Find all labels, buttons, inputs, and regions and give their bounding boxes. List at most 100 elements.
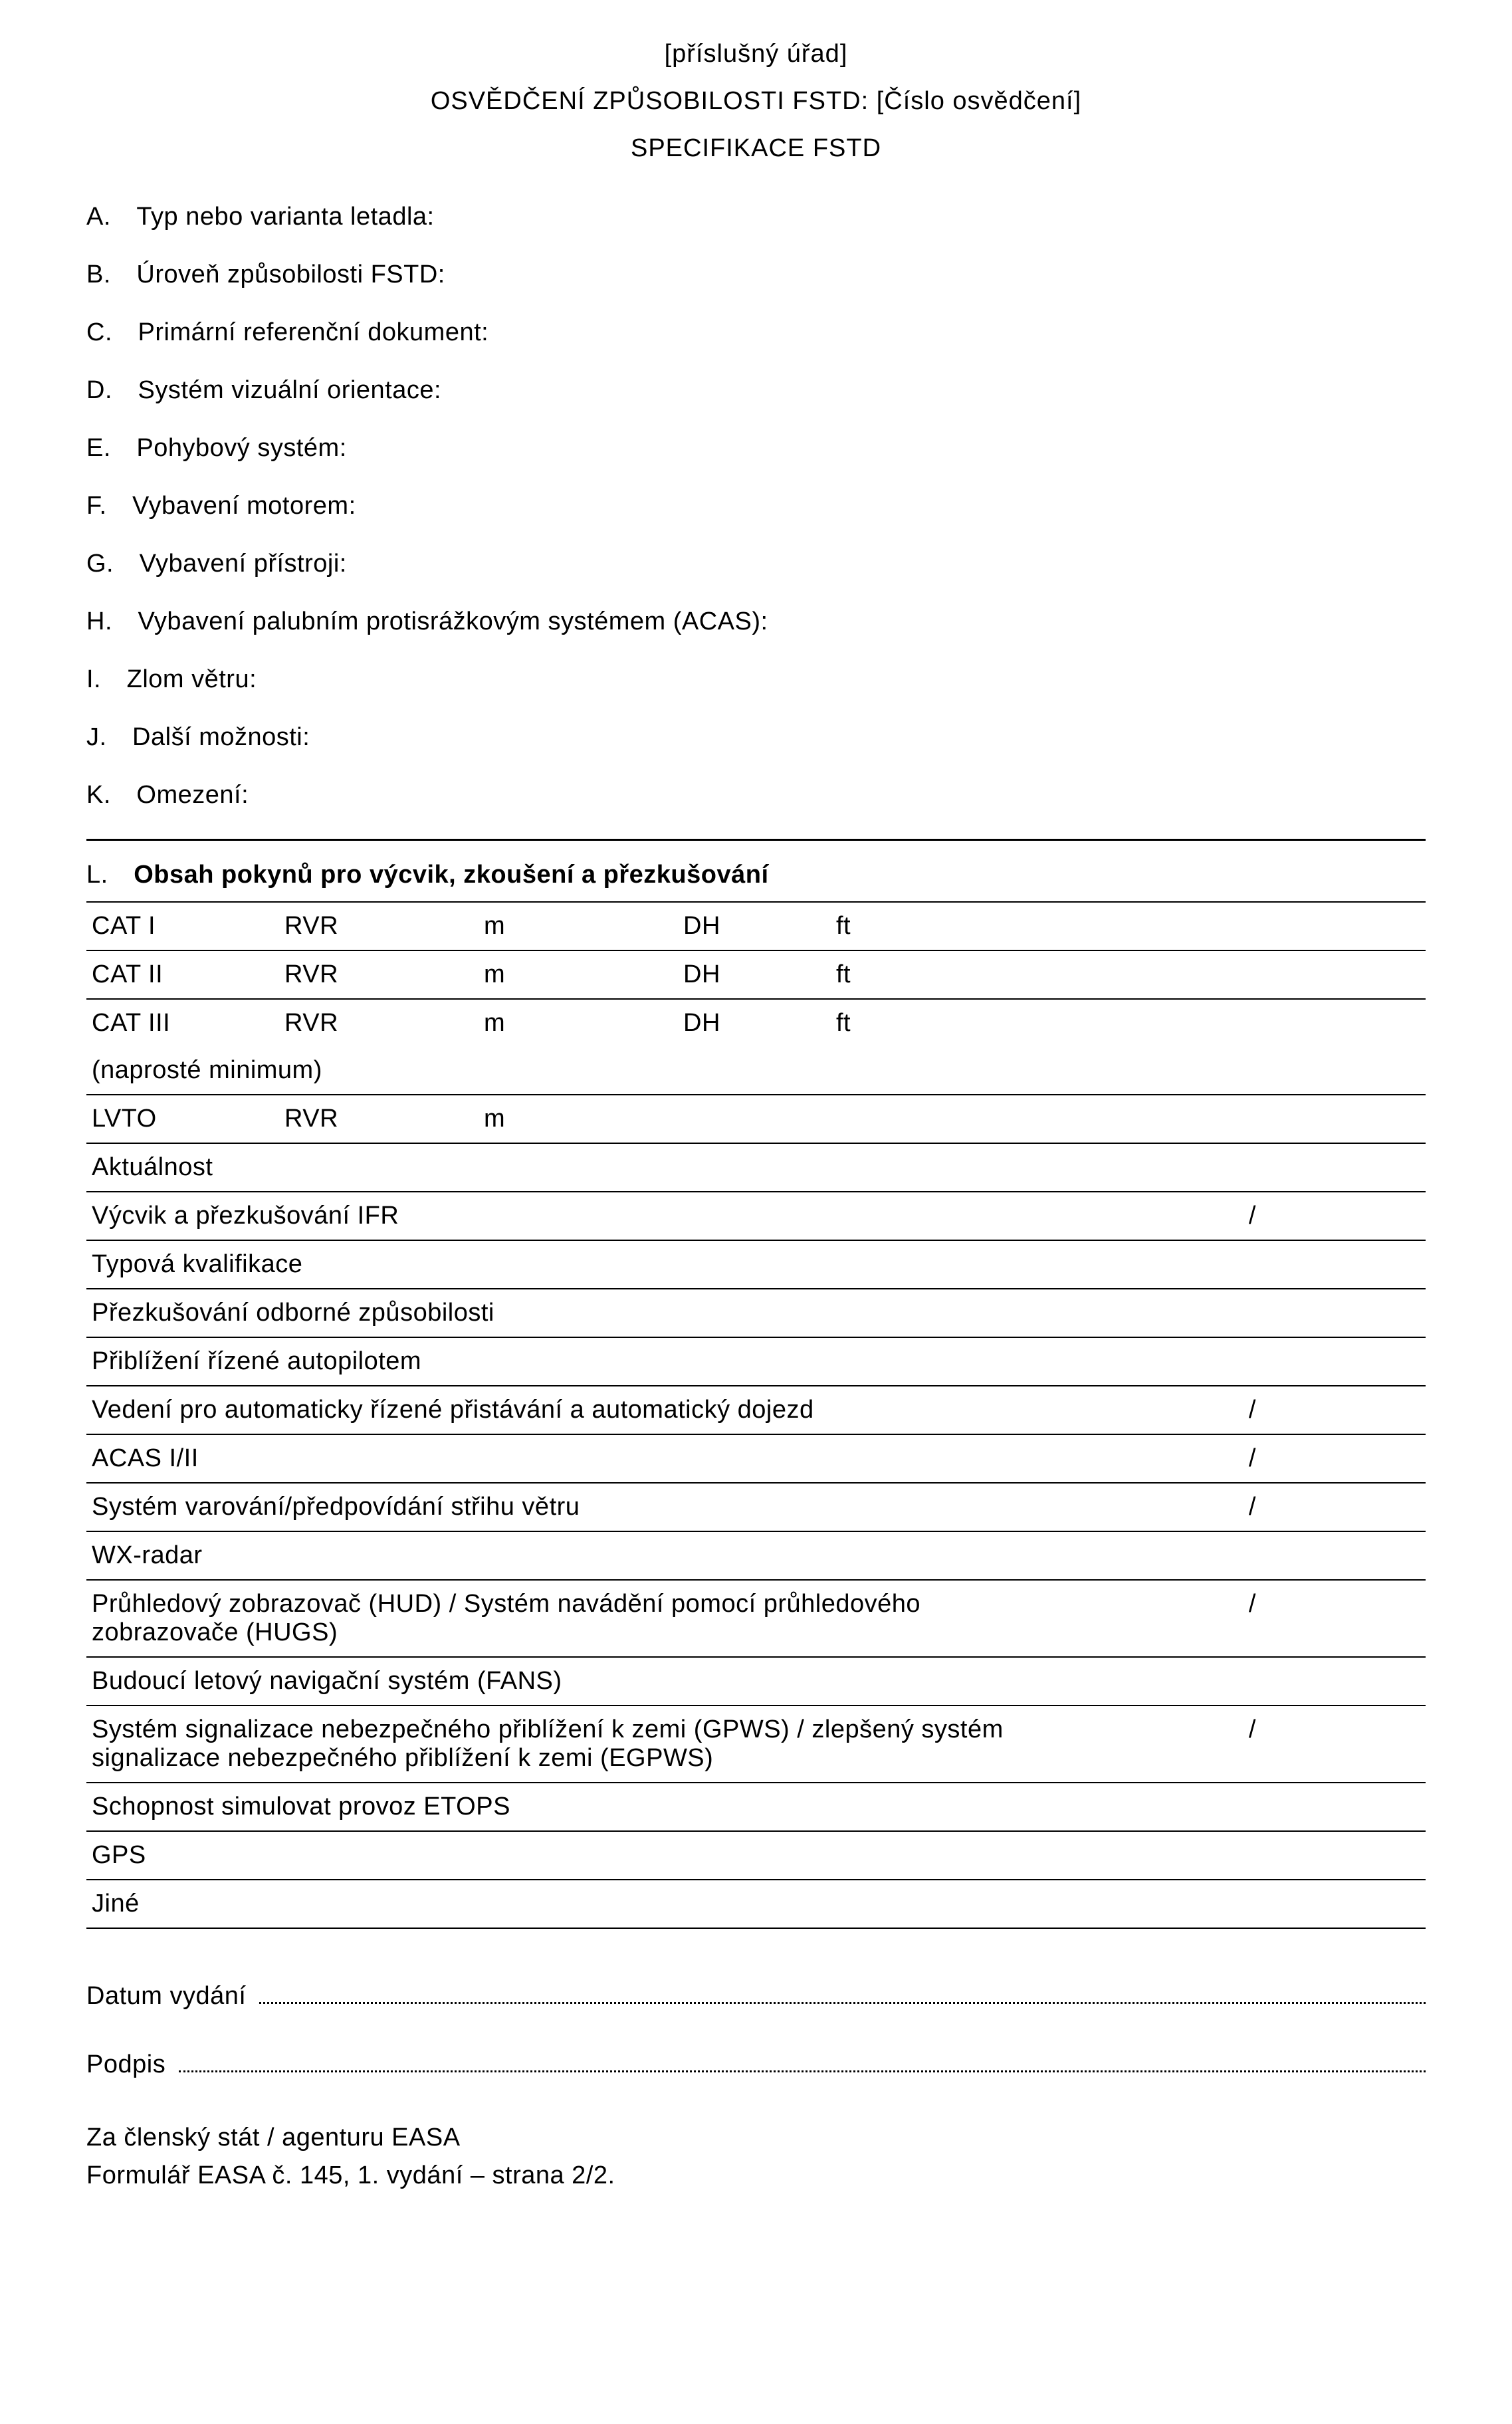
table-row: CAT II RVR m DH ft: [86, 950, 1426, 999]
cell-blank: [831, 1095, 1070, 1143]
cell-blank: [678, 1095, 831, 1143]
table-row: Vedení pro automaticky řízené přistávání…: [86, 1386, 1426, 1434]
desc-table: AktuálnostVýcvik a přezkušování IFR/Typo…: [86, 1143, 1426, 1929]
item-g: G. Vybavení přístroji:: [86, 550, 1426, 578]
cell-slash: [1079, 1831, 1426, 1880]
cell-blank: [1070, 999, 1426, 1047]
table-row: Typová kvalifikace: [86, 1240, 1426, 1289]
item-b: B. Úroveň způsobilosti FSTD:: [86, 261, 1426, 289]
cell-m: m: [479, 999, 678, 1047]
cell-desc: Typová kvalifikace: [86, 1240, 1079, 1289]
cell-label: LVTO: [86, 1095, 279, 1143]
table-row: WX-radar: [86, 1531, 1426, 1580]
cell-desc: Přezkušování odborné způsobilosti: [86, 1289, 1079, 1337]
cell-rvr: RVR: [279, 999, 479, 1047]
table-row: CAT III RVR m DH ft: [86, 999, 1426, 1047]
item-k: K. Omezení:: [86, 781, 1426, 810]
item-e: E. Pohybový systém:: [86, 434, 1426, 463]
cell-desc: Budoucí letový navigační systém (FANS): [86, 1657, 1079, 1706]
cell-m: m: [479, 1095, 678, 1143]
footer-line-2: Formulář EASA č. 145, 1. vydání – strana…: [86, 2157, 1426, 2195]
cell-desc: Systém varování/předpovídání střihu větr…: [86, 1483, 1079, 1531]
cell-desc: ACAS I/II: [86, 1434, 1079, 1483]
cell-desc: Aktuálnost: [86, 1143, 1079, 1192]
table-row: Přiblížení řízené autopilotem: [86, 1337, 1426, 1386]
table-row: Jiné: [86, 1880, 1426, 1928]
cell-rvr: RVR: [279, 950, 479, 999]
cell-slash: /: [1079, 1580, 1426, 1657]
dotted-line: [179, 2052, 1426, 2072]
cell-blank: [1070, 902, 1426, 950]
table-row: Průhledový zobrazovač (HUD) / Systém nav…: [86, 1580, 1426, 1657]
cell-desc: Výcvik a přezkušování IFR: [86, 1192, 1079, 1240]
item-c: C. Primární referenční dokument:: [86, 318, 1426, 347]
cell-dh: DH: [678, 999, 831, 1047]
cell-slash: [1079, 1531, 1426, 1580]
cell-slash: /: [1079, 1483, 1426, 1531]
minimum-note: (naprosté minimum): [86, 1047, 1426, 1095]
table-row-note: (naprosté minimum): [86, 1047, 1426, 1095]
table-row: LVTO RVR m: [86, 1095, 1426, 1143]
divider: [86, 839, 1426, 841]
table-row: Aktuálnost: [86, 1143, 1426, 1192]
cell-desc: Systém signalizace nebezpečného přiblíže…: [86, 1706, 1079, 1783]
cell-label: CAT II: [86, 950, 279, 999]
cat-table: CAT I RVR m DH ft CAT II RVR m DH ft CAT…: [86, 901, 1426, 1144]
table-row: CAT I RVR m DH ft: [86, 902, 1426, 950]
table-row: Schopnost simulovat provoz ETOPS: [86, 1783, 1426, 1831]
dotted-line: [259, 1984, 1426, 2004]
cell-rvr: RVR: [279, 1095, 479, 1143]
table-row: Systém varování/předpovídání střihu větr…: [86, 1483, 1426, 1531]
cell-slash: [1079, 1289, 1426, 1337]
cell-dh: DH: [678, 950, 831, 999]
cell-desc: Jiné: [86, 1880, 1079, 1928]
table-row: Systém signalizace nebezpečného přiblíže…: [86, 1706, 1426, 1783]
cell-desc: Vedení pro automaticky řízené přistávání…: [86, 1386, 1079, 1434]
cell-desc: WX-radar: [86, 1531, 1079, 1580]
cell-m: m: [479, 950, 678, 999]
cell-slash: [1079, 1143, 1426, 1192]
cell-slash: [1079, 1240, 1426, 1289]
table-row: GPS: [86, 1831, 1426, 1880]
item-d: D. Systém vizuální orientace:: [86, 376, 1426, 405]
item-i: I. Zlom větru:: [86, 665, 1426, 694]
date-label: Datum vydání: [86, 1982, 259, 2011]
page: [příslušný úřad] OSVĚDČENÍ ZPŮSOBILOSTI …: [0, 0, 1512, 2261]
table-row: ACAS I/II/: [86, 1434, 1426, 1483]
cell-slash: [1079, 1657, 1426, 1706]
header-spec: SPECIFIKACE FSTD: [86, 134, 1426, 163]
cell-dh: DH: [678, 902, 831, 950]
cell-desc: Průhledový zobrazovač (HUD) / Systém nav…: [86, 1580, 1079, 1657]
cell-label: CAT III: [86, 999, 279, 1047]
cell-ft: ft: [831, 999, 1070, 1047]
table-row: Budoucí letový navigační systém (FANS): [86, 1657, 1426, 1706]
header-cert: OSVĚDČENÍ ZPŮSOBILOSTI FSTD: [Číslo osvě…: [86, 87, 1426, 116]
cell-blank: [1070, 1095, 1426, 1143]
cell-slash: /: [1079, 1706, 1426, 1783]
cell-label: CAT I: [86, 902, 279, 950]
footer: Datum vydání Podpis Za členský stát / ag…: [86, 1982, 1426, 2195]
date-row: Datum vydání: [86, 1982, 1426, 2011]
header-authority: [příslušný úřad]: [86, 40, 1426, 68]
cell-slash: /: [1079, 1192, 1426, 1240]
cell-slash: [1079, 1880, 1426, 1928]
cell-slash: [1079, 1783, 1426, 1831]
cell-blank: [1070, 950, 1426, 999]
footer-text: Za členský stát / agenturu EASA Formulář…: [86, 2119, 1426, 2195]
item-j: J. Další možnosti:: [86, 723, 1426, 752]
section-l-prefix: L.: [86, 861, 134, 889]
cell-ft: ft: [831, 950, 1070, 999]
item-f: F. Vybavení motorem:: [86, 492, 1426, 520]
footer-line-1: Za členský stát / agenturu EASA: [86, 2119, 1426, 2157]
signature-label: Podpis: [86, 2050, 179, 2079]
cell-slash: [1079, 1337, 1426, 1386]
item-h: H. Vybavení palubním protisrážkovým syst…: [86, 607, 1426, 636]
table-row: Přezkušování odborné způsobilosti: [86, 1289, 1426, 1337]
section-l-bold: Obsah pokynů pro výcvik, zkoušení a přez…: [134, 861, 768, 889]
field-list: A. Typ nebo varianta letadla: B. Úroveň …: [86, 203, 1426, 810]
cell-desc: GPS: [86, 1831, 1079, 1880]
cell-rvr: RVR: [279, 902, 479, 950]
signature-row: Podpis: [86, 2050, 1426, 2079]
item-a: A. Typ nebo varianta letadla:: [86, 203, 1426, 231]
cell-slash: /: [1079, 1386, 1426, 1434]
